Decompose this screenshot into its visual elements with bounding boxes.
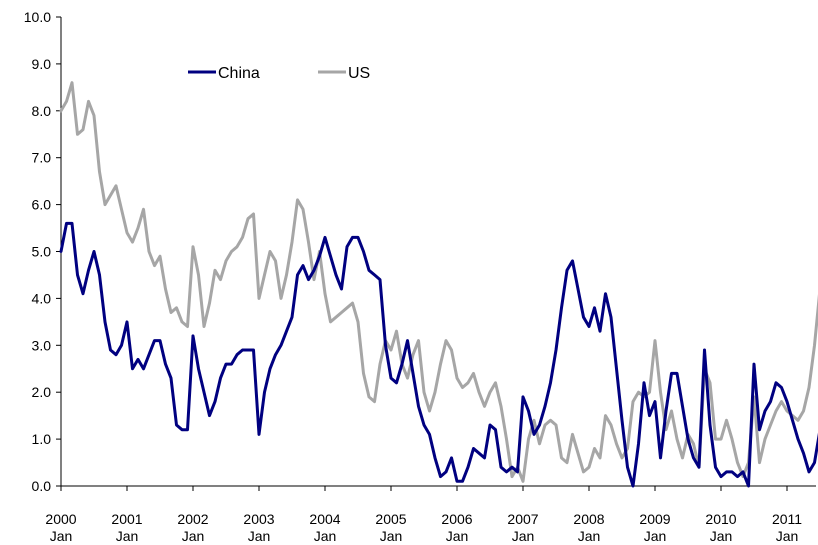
x-tick-label-month: Jan: [578, 528, 601, 544]
x-tick-label-year: 2006: [441, 511, 472, 527]
x-tick-label-year: 2002: [177, 511, 208, 527]
y-tick-label: 1.0: [32, 431, 52, 447]
x-tick-label-month: Jan: [776, 528, 799, 544]
x-tick-label-month: Jan: [182, 528, 205, 544]
x-tick-label-month: Jan: [512, 528, 535, 544]
x-tick-label-month: Jan: [380, 528, 403, 544]
x-tick-label-year: 2010: [705, 511, 736, 527]
y-tick-label: 4.0: [32, 290, 52, 306]
x-tick-label-month: Jan: [446, 528, 469, 544]
y-tick-label: 8.0: [32, 103, 52, 119]
series-line-china: [59, 221, 818, 488]
x-tick-label-year: 2005: [375, 511, 406, 527]
y-tick-label: 10.0: [24, 9, 51, 25]
legend-label-china: China: [218, 65, 260, 82]
x-tick-label-month: Jan: [710, 528, 733, 544]
x-tick-label-year: 2000: [45, 511, 76, 527]
x-tick-label-month: Jan: [248, 528, 271, 544]
x-tick-label-year: 2003: [243, 511, 274, 527]
x-tick-label-year: 2008: [573, 511, 604, 527]
x-tick-label-month: Jan: [644, 528, 667, 544]
y-tick-label: 2.0: [32, 384, 52, 400]
series-line-us: [59, 81, 818, 483]
legend: China US: [188, 65, 370, 82]
legend-label-us: US: [348, 65, 370, 82]
x-tick-label-month: Jan: [116, 528, 139, 544]
x-tick-label-year: 2009: [639, 511, 670, 527]
y-tick-label: 7.0: [32, 150, 52, 166]
x-tick-label-month: Jan: [314, 528, 337, 544]
y-tick-label: 3.0: [32, 337, 52, 353]
x-tick-label-year: 2007: [507, 511, 538, 527]
y-tick-group: 0.0 1.0 2.0 3.0 4.0 5.0 6.0 7.0 8.0 9.0 10.0: [24, 9, 61, 494]
y-tick-label: 0.0: [32, 478, 52, 494]
x-tick-group: 2000Jan2001Jan2002Jan2003Jan2004Jan2005J…: [45, 486, 802, 544]
series-layer: [59, 81, 818, 488]
y-tick-label: 6.0: [32, 197, 52, 213]
y-tick-label: 9.0: [32, 56, 52, 72]
x-tick-label-year: 2011: [772, 511, 802, 527]
x-tick-label-month: Jan: [50, 528, 73, 544]
y-tick-label: 5.0: [32, 244, 52, 260]
x-tick-label-year: 2004: [309, 511, 340, 527]
x-tick-label-year: 2001: [111, 511, 142, 527]
